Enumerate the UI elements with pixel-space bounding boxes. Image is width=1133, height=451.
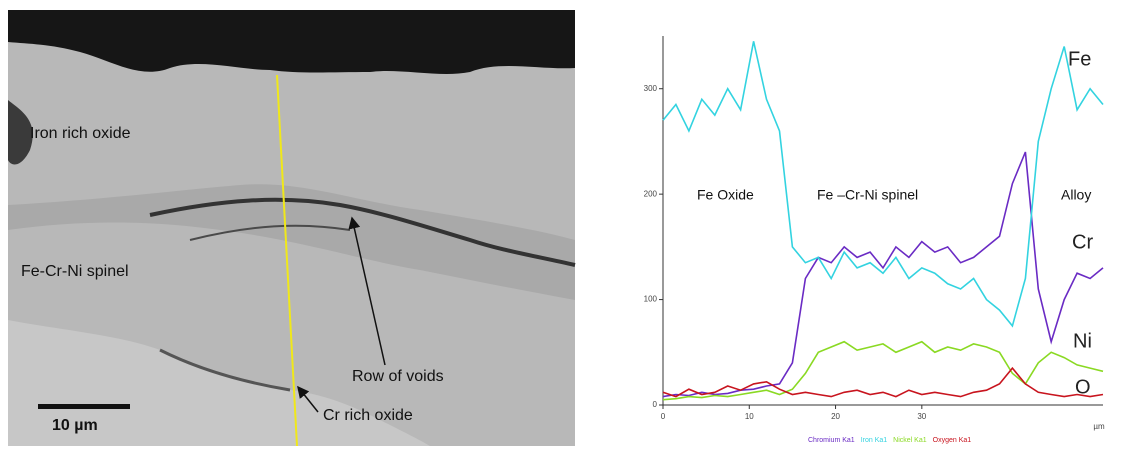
x-tick-label: 30	[917, 412, 926, 421]
legend-entry: Oxygen Ka1	[933, 437, 972, 444]
annotation: Ni	[1073, 330, 1092, 352]
annotation: Cr	[1072, 231, 1093, 253]
micrograph: Iron rich oxide Fe-Cr-Ni spinel Row of v…	[8, 10, 575, 446]
annotation: O	[1075, 376, 1091, 398]
micrograph-label: Fe-Cr-Ni spinel	[21, 263, 129, 280]
scale-bar	[38, 404, 130, 409]
micrograph-label: Cr rich oxide	[323, 407, 413, 424]
x-tick-label: 10	[745, 412, 754, 421]
micrograph-label: Row of voids	[352, 368, 444, 385]
line-chart: 0 100 200 300 0 10 20 30 µm Chromium Ka1 Iron Ka1 N…	[644, 36, 1105, 444]
x-tick-label: 20	[831, 412, 840, 421]
legend-entry: Nickel Ka1	[893, 437, 927, 444]
annotation: Fe –Cr-Ni spinel	[817, 187, 918, 203]
x-tick-label: 0	[661, 412, 666, 421]
y-tick-label: 100	[644, 295, 658, 304]
legend-entry: Chromium Ka1	[808, 437, 855, 444]
y-tick-label: 300	[644, 84, 658, 93]
annotation: Fe Oxide	[697, 187, 754, 203]
annotation: Alloy	[1061, 187, 1091, 203]
annotation: Fe	[1068, 48, 1091, 70]
y-tick-label: 0	[653, 400, 658, 409]
legend-entry: Iron Ka1	[861, 437, 888, 444]
micrograph-label: Iron rich oxide	[30, 125, 131, 142]
scale-bar-label: 10 µm	[52, 417, 98, 434]
x-axis-label: µm	[1093, 422, 1105, 431]
y-tick-label: 200	[644, 189, 658, 198]
figure: Iron rich oxide Fe-Cr-Ni spinel Row of v…	[0, 0, 1133, 446]
